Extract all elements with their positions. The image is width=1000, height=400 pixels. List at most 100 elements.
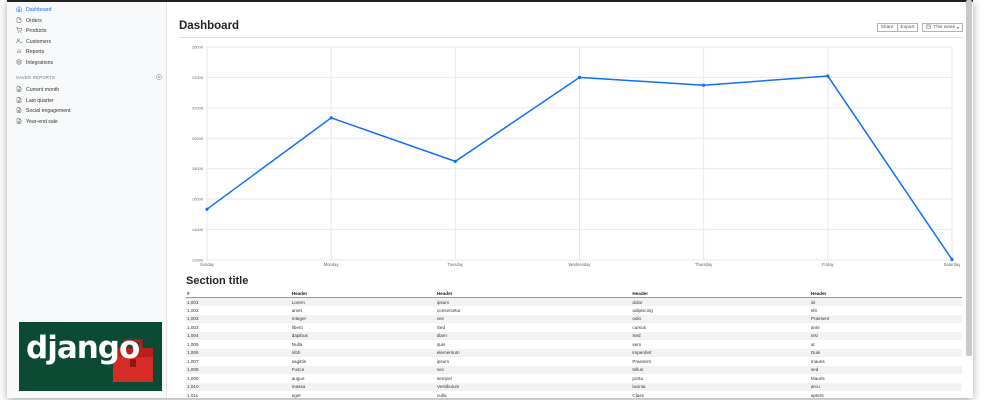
file-text-icon (16, 118, 26, 126)
table-cell: amet (291, 307, 302, 313)
table-body: 1,001 Lorem ipsum dolor sit 1,002 amet consecte… (186, 297, 962, 399)
table-cell: Duis (809, 348, 962, 357)
sidebar-item-customers[interactable]: Customers (7, 37, 166, 48)
share-button[interactable]: Share (876, 23, 898, 32)
toolbox-icon (113, 339, 153, 382)
table-cell: lacinia (631, 382, 810, 391)
sidebar-item-orders[interactable]: Orders (7, 16, 166, 27)
table-cell: 1,002 (187, 307, 199, 313)
sidebar-item-products[interactable]: Products (7, 26, 166, 37)
table-cell: Sed (436, 324, 446, 330)
x-tick-label: Wednesday (568, 262, 591, 267)
table-cell: 1,009 (187, 375, 199, 381)
table-cell: 1,001 (186, 297, 291, 306)
sidebar-item-last-quarter[interactable]: Last quarter (7, 96, 166, 107)
table-cell: Vestibulum (435, 382, 632, 391)
y-tick-label: 26000 (192, 45, 204, 50)
table-cell: 1,011 (187, 392, 199, 398)
x-tick-label: Tuesday (447, 262, 464, 267)
share-export-group: Share Export (876, 23, 919, 32)
caret-down-icon: ▾ (956, 25, 959, 30)
period-label: This week (933, 25, 955, 30)
home-icon (16, 6, 26, 14)
table-cell: Nulla (291, 341, 303, 347)
table-row: 1,003 libero Sed cursus ante (186, 323, 962, 332)
table-cell: diam (435, 331, 632, 340)
title-divider (179, 37, 963, 38)
table-cell: 1,010 (186, 382, 291, 391)
y-tick-label: 16000 (192, 197, 204, 202)
table-cell: sit (809, 297, 962, 306)
table-cell: imperdiet (631, 348, 810, 357)
sidebar-item-reports[interactable]: Reports (7, 47, 166, 58)
table-cell: dapibus (290, 331, 436, 340)
sidebar-item-current-month[interactable]: Current month (7, 85, 166, 96)
y-tick-label: 14000 (192, 227, 204, 232)
x-tick-label: Sunday (200, 262, 215, 267)
data-point (950, 257, 954, 262)
page-title: Dashboard (179, 20, 240, 32)
table-cell: semper (436, 375, 453, 381)
table-cell: nisi (809, 331, 962, 340)
table-cell: odio (631, 314, 810, 323)
toolbar: Share Export This week ▾ (876, 23, 963, 32)
table-header-cell: Header (809, 289, 962, 298)
data-point (453, 159, 457, 163)
sidebar-item-label: Dashboard (26, 7, 52, 14)
sidebar-item-label: Current month (26, 87, 60, 94)
table-cell: nibh (290, 348, 436, 357)
y-tick-label: 22000 (192, 105, 204, 110)
table-cell: Sed (631, 331, 810, 340)
table-cell: 1,008 (186, 365, 291, 374)
sidebar-item-year-end-sale[interactable]: Year-end sale (7, 117, 166, 128)
sidebar-item-label: Customers (26, 38, 52, 45)
table-cell: nulla (436, 392, 447, 398)
logo-wordmark: django (26, 330, 140, 366)
table-cell: ipsum (435, 297, 632, 306)
file-icon (16, 17, 26, 25)
saved-reports-heading: SAVED REPORTS (7, 72, 166, 82)
table-cell: adipiscing (632, 307, 653, 313)
table-cell: 1,007 (187, 358, 199, 364)
table-row: 1,009 augue semper porta Mauris (186, 374, 962, 383)
data-point (702, 83, 706, 87)
table-cell: ipsum (436, 358, 450, 364)
sidebar-nav: Dashboard Orders Products Customers Reports I… (7, 5, 166, 68)
table-cell: tellus (631, 365, 810, 374)
table-cell: at (810, 341, 815, 347)
table-cell: Praesent (809, 314, 962, 323)
table-row: 1,001 Lorem ipsum dolor sit (186, 297, 962, 306)
period-dropdown[interactable]: This week ▾ (922, 23, 963, 32)
y-tick-label: 24000 (192, 75, 204, 80)
sidebar-item-integrations[interactable]: Integrations (7, 58, 166, 69)
data-point (329, 116, 333, 120)
table-cell: Praesent (632, 358, 651, 364)
calendar-icon (926, 24, 933, 31)
scrollbar[interactable] (966, 0, 972, 356)
sidebar-item-social-engagement[interactable]: Social engagement (7, 106, 166, 117)
table-row: 1,011 eget nulla Class aptent (186, 391, 962, 398)
sidebar-item-dashboard[interactable]: Dashboard (7, 5, 166, 16)
y-tick-label: 20000 (192, 136, 204, 141)
table-cell: Class (632, 392, 644, 398)
saved-reports-nav: Current month Last quarter Social engageme… (7, 85, 166, 127)
line-chart: 12000 14000 16000 18000 20000 22000 24000 26000… (179, 42, 963, 270)
file-text-icon (16, 107, 26, 115)
table-cell: 1,004 (186, 331, 291, 340)
main-content: Dashboard Share Export This week ▾ 12000… (179, 2, 963, 398)
plus-circle-icon[interactable] (156, 73, 162, 81)
table-cell: augue (291, 375, 305, 381)
table-cell: nec (435, 365, 632, 374)
data-point (205, 207, 209, 211)
table-cell: dolor (631, 297, 810, 306)
data-point (577, 75, 582, 79)
table-cell: Lorem (290, 297, 436, 306)
table-row: 1,006 nibh elementum imperdiet Duis (186, 348, 962, 357)
table-cell: Mauris (810, 375, 825, 381)
table-row: 1,010 massa Vestibulum lacinia arcu (186, 382, 962, 391)
table-row: 1,002 amet consectetur adipiscing elit (186, 306, 962, 315)
table-cell: 1,003 (186, 314, 291, 323)
table-cell: Fusce (290, 365, 436, 374)
export-button[interactable]: Export (897, 23, 919, 32)
